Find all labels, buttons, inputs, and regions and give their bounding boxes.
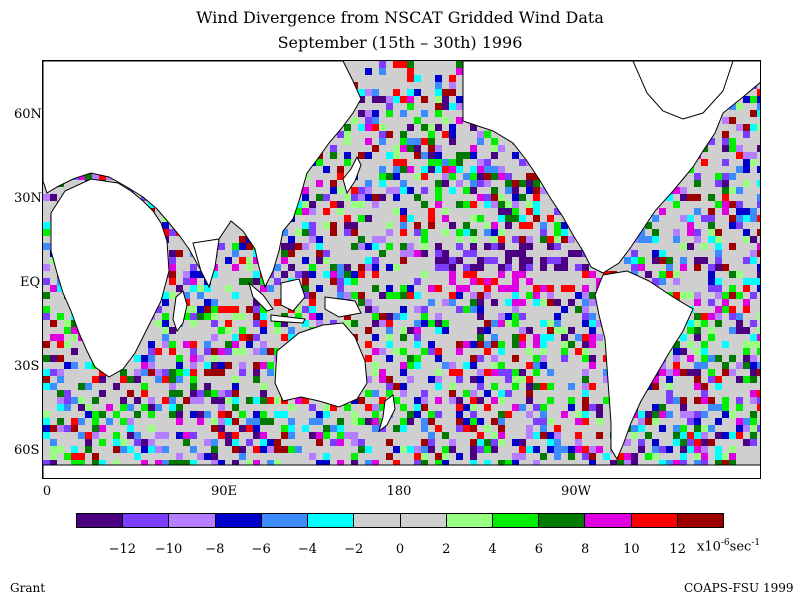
lon-tick-0: 0: [42, 484, 52, 499]
author-credit: Grant: [10, 581, 46, 595]
greenland-land: [632, 61, 734, 120]
colorbar-swatch: [539, 514, 586, 527]
madagascar-land: [172, 290, 188, 333]
colorbar-swatch: [123, 514, 170, 527]
australia-land: [274, 322, 368, 408]
unit-sec: sec: [729, 539, 752, 555]
land-masses: [43, 61, 760, 478]
new-guinea-land: [324, 296, 362, 318]
unit-exponent-2: -1: [751, 538, 761, 548]
colorbar-swatch: [169, 514, 216, 527]
colorbar: [76, 513, 724, 528]
colorbar-label: −6: [251, 542, 271, 557]
colorbar-label: 0: [395, 542, 405, 557]
colorbar-swatch: [354, 514, 401, 527]
africa-land: [50, 178, 170, 378]
colorbar-label: −10: [154, 542, 183, 557]
lat-tick-30n: 30N: [14, 191, 42, 206]
colorbar-unit: x10-6sec-1: [697, 538, 760, 554]
colorbar-label: −12: [108, 542, 136, 557]
lon-tick-90e: 90E: [210, 484, 238, 499]
divergence-map: [42, 60, 761, 479]
colorbar-label: 4: [488, 542, 497, 557]
lat-tick-30s: 30S: [14, 359, 40, 374]
colorbar-swatch: [308, 514, 355, 527]
india-land: [192, 238, 220, 289]
borneo-land: [280, 278, 306, 312]
colorbar-swatch: [400, 514, 447, 527]
institution-credit: COAPS-FSU 1999: [684, 581, 794, 595]
japan-land: [342, 155, 362, 195]
unit-prefix: x10: [697, 539, 721, 555]
unit-exponent: -6: [720, 538, 730, 548]
colorbar-label: −2: [344, 542, 364, 557]
map-canvas: [43, 61, 760, 478]
south-america-land: [594, 270, 694, 461]
colorbar-swatch: [631, 514, 678, 527]
sumatra-land: [248, 281, 274, 312]
colorbar-label: 8: [581, 542, 590, 557]
colorbar-label: 2: [442, 542, 451, 557]
lat-tick-60n: 60N: [14, 107, 42, 122]
lat-tick-eq: EQ: [20, 275, 41, 290]
colorbar-swatch: [261, 514, 309, 527]
colorbar-label: −8: [205, 542, 225, 557]
lat-tick-60s: 60S: [14, 443, 40, 458]
colorbar-label: −4: [297, 542, 318, 557]
map-title: Wind Divergence from NSCAT Gridded Wind …: [196, 8, 604, 27]
colorbar-swatch: [585, 514, 632, 527]
map-subtitle: September (15th – 30th) 1996: [277, 33, 523, 52]
lon-tick-90w: 90W: [561, 484, 591, 499]
colorbar-swatch: [215, 514, 262, 527]
colorbar-swatch: [677, 514, 724, 527]
colorbar-swatch: [77, 514, 124, 527]
colorbar-label: 6: [534, 542, 543, 557]
java-land: [270, 314, 306, 324]
antarctica-land: [43, 464, 760, 478]
colorbar-swatch: [492, 514, 540, 527]
colorbar-label: 12: [669, 542, 686, 557]
colorbar-swatch: [446, 514, 493, 527]
new-zealand-land: [378, 394, 396, 433]
colorbar-label: 10: [623, 542, 640, 557]
lon-tick-180: 180: [386, 484, 412, 499]
eurasia-land: [43, 61, 362, 289]
